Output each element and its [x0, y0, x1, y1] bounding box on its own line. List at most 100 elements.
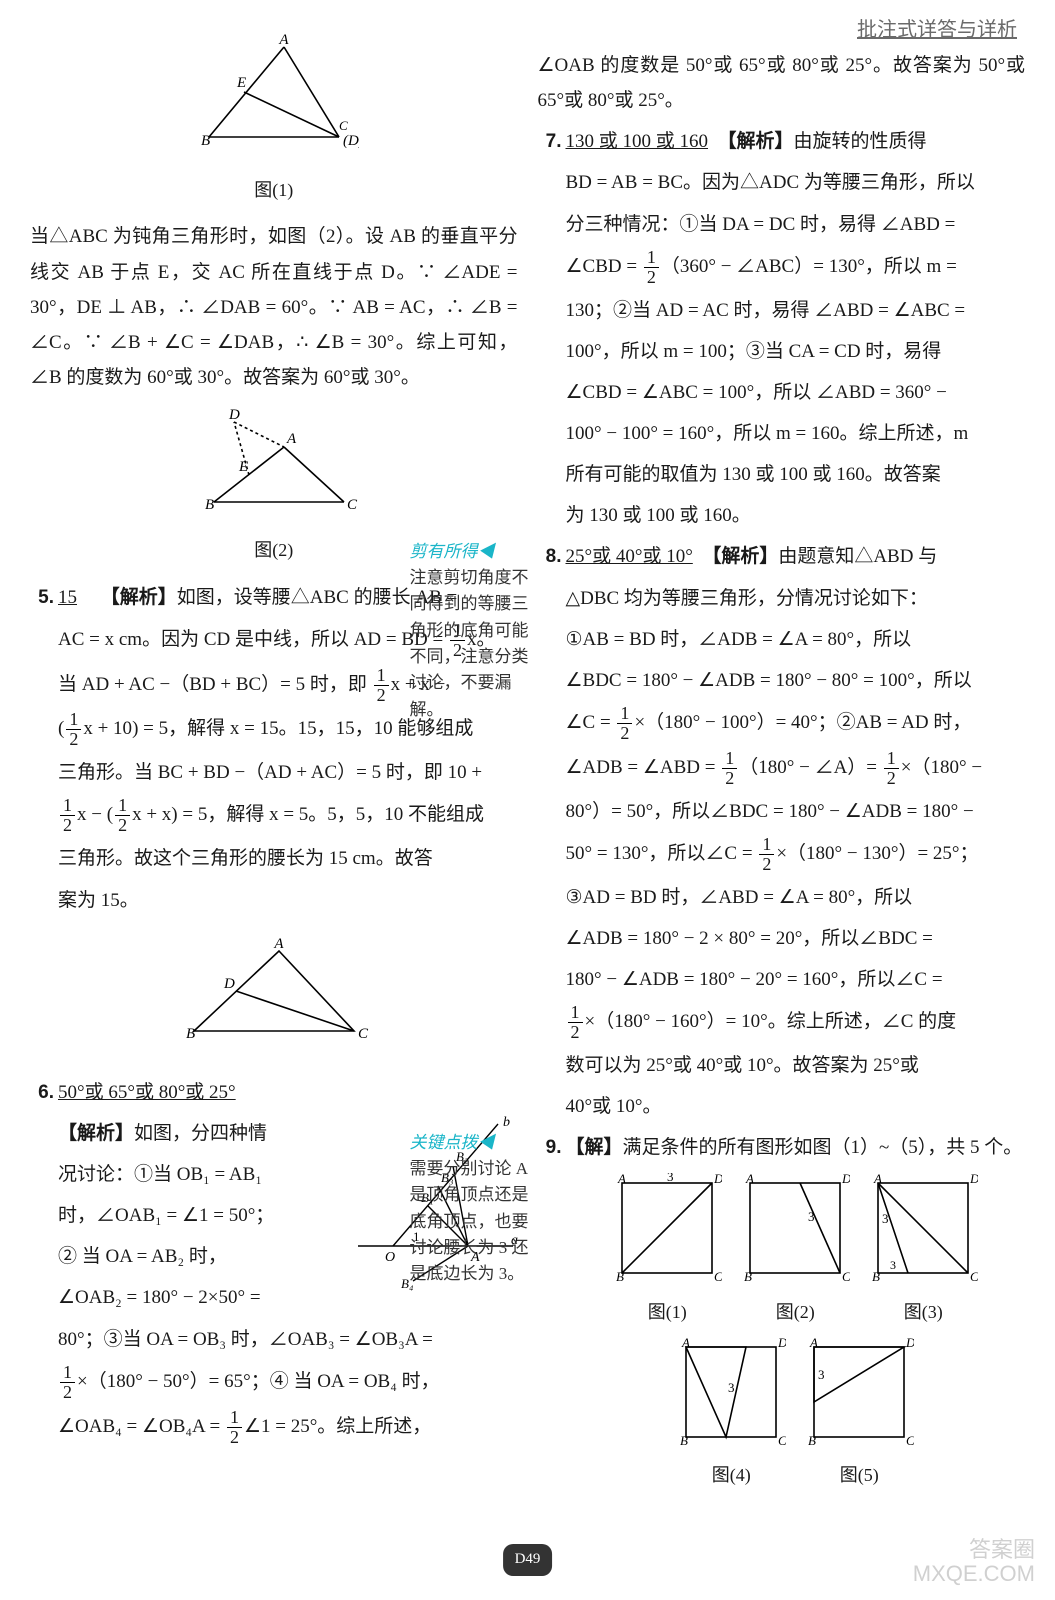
q5-l5: 三角形。当 BC + BD −（AD + AC）= 5 时，即 10 + — [58, 755, 518, 790]
svg-text:3: 3 — [818, 1367, 825, 1382]
q7-l2: BD = AB = BC。因为△ADC 为等腰三角形，所以 — [566, 165, 1026, 200]
frac-half-7: 12 — [227, 1408, 242, 1447]
q6-t5: ∠OAB₂ = 180° − 2×50° = — [58, 1280, 343, 1315]
q6-t3: 时，∠OAB₁ = ∠1 = 50°； — [58, 1198, 343, 1233]
q7-no: 7. — [538, 124, 566, 539]
frac-half-13: 12 — [568, 1003, 583, 1042]
q5-l6a: x − — [77, 804, 107, 825]
svg-text:C: C — [778, 1433, 786, 1447]
q6-t2: 况讨论：①当 OB₁ = AB₁ — [58, 1157, 343, 1192]
svg-text:b: b — [503, 1116, 510, 1130]
svg-text:D: D — [228, 407, 240, 423]
frac-half-8: 12 — [644, 248, 659, 287]
q7-l10: 为 130 或 100 或 160。 — [566, 498, 1026, 533]
q5-l6b: x + x — [132, 804, 171, 825]
svg-text:D: D — [223, 976, 235, 992]
svg-text:C: C — [970, 1269, 978, 1283]
frac-half-12: 12 — [759, 835, 774, 874]
page-footer-badge: D49 — [503, 1544, 553, 1576]
q8-l6a: ∠ADB = ∠ABD = — [566, 757, 721, 778]
svg-text:C: C — [358, 1026, 369, 1042]
svg-text:D: D — [777, 1337, 786, 1350]
svg-text:A: A — [278, 32, 289, 48]
question-8: 剪有所得◀ 注意剪切角度不同得到的等腰三角形的底角可能不同，注意分类讨论，不要漏… — [538, 539, 1026, 1130]
frac-half-9: 12 — [617, 704, 632, 743]
frac-half-11: 12 — [884, 749, 899, 788]
fig1-caption: 图(1) — [30, 174, 518, 207]
anno8-body: 注意剪切角度不同得到的等腰三角形的底角可能不同，注意分类讨论，不要漏解。 — [410, 565, 532, 723]
q9-fig4: A D 3 B C 图(4) — [676, 1337, 786, 1492]
q9-figures-row1: A 3 D B C 图(1) A D — [566, 1173, 1026, 1328]
q8-l13: 数可以为 25°或 40°或 10°。故答案为 25°或 — [566, 1048, 1026, 1083]
svg-text:3: 3 — [882, 1211, 889, 1226]
svg-text:E: E — [238, 459, 248, 475]
q6-answer: 50°或 65°或 80°或 25° — [58, 1082, 236, 1103]
q8-l5a: ∠C = — [566, 712, 616, 733]
q9-cap3: 图(3) — [868, 1296, 978, 1329]
anno9-body: 需要分别讨论 A 是顶角顶点还是底角顶点，也要讨论腰长为 3 还是底边长为 3。 — [410, 1156, 532, 1288]
q8-l6c: ×（180° − — [901, 757, 982, 778]
svg-text:3: 3 — [890, 1258, 896, 1272]
q5-l2a: AC = x cm。因为 CD 是中线，所以 AD = BD = — [58, 629, 448, 650]
q5-no: 5. — [30, 580, 58, 924]
svg-text:B: B — [201, 133, 210, 149]
q7-l1: 由旋转的性质得 — [794, 131, 927, 152]
q7-answer: 130 或 100 或 160 — [566, 131, 709, 152]
svg-text:A: A — [273, 936, 284, 952]
frac-half-10: 12 — [722, 749, 737, 788]
svg-text:D: D — [841, 1173, 850, 1186]
q8-l3: ①AB = BD 时，∠ADB = ∠A = 80°，所以 — [566, 622, 1026, 657]
q6-t4: ② 当 OA = AB₂ 时， — [58, 1239, 343, 1274]
question-9: 关键点拨◀ 需要分别讨论 A 是顶角顶点还是底角顶点，也要讨论腰长为 3 还是底… — [538, 1130, 1026, 1500]
figure-q5: A D B C — [30, 936, 518, 1063]
right-column: ∠OAB 的度数是 50°或 65°或 80°或 25°。故答案为 50°或 6… — [538, 20, 1026, 1500]
svg-text:3: 3 — [808, 1209, 815, 1224]
svg-text:C: C — [714, 1269, 722, 1283]
q9-figures-row2: A D 3 B C 图(4) A D — [566, 1337, 1026, 1492]
q6-t7: ×（180° − 50°）= 65°；④ 当 OA = OB₄ 时， — [77, 1371, 440, 1392]
q9-cap2: 图(2) — [740, 1296, 850, 1329]
question-7: 7. 130 或 100 或 160 【解析】由旋转的性质得 BD = AB =… — [538, 124, 1026, 539]
q8-l8b: ×（180° − 130°）= 25°； — [776, 843, 978, 864]
q9-cap1: 图(1) — [612, 1296, 722, 1329]
q5-l4a: x + 10 — [83, 718, 132, 739]
q7-l9: 所有可能的取值为 130 或 100 或 160。故答案 — [566, 457, 1026, 492]
q8-l10: ∠ADB = 180° − 2 × 80° = 20°，所以∠BDC = — [566, 921, 1026, 956]
svg-text:D: D — [713, 1173, 722, 1186]
svg-text:3: 3 — [667, 1173, 674, 1184]
frac-half-4: 12 — [60, 796, 75, 835]
q9-cap4: 图(4) — [676, 1459, 786, 1492]
svg-text:3: 3 — [728, 1380, 735, 1395]
q7-l6: 100°，所以 m = 100；③当 CA = CD 时，易得 — [566, 334, 1026, 369]
annotation-8: 剪有所得◀ 注意剪切角度不同得到的等腰三角形的底角可能不同，注意分类讨论，不要漏… — [410, 539, 532, 723]
svg-text:C: C — [347, 497, 358, 513]
q7-l5: 130；②当 AD = AC 时，易得 ∠ABD = ∠ABC = — [566, 293, 1026, 328]
svg-text:A: A — [809, 1337, 818, 1350]
watermark-1: 答案圈 — [969, 1537, 1035, 1562]
q8-l7: 80°）= 50°，所以∠BDC = 180° − ∠ADB = 180° − — [566, 794, 1026, 829]
q8-l4: ∠BDC = 180° − ∠ADB = 180° − 80° = 100°，所… — [566, 663, 1026, 698]
q6-t8a: ∠OAB₄ = ∠OB₄A = — [58, 1415, 225, 1436]
svg-text:D: D — [905, 1337, 914, 1350]
q5-answer: 15 — [58, 587, 77, 608]
q8-l5b: ×（180° − 100°）= 40°；②AB = AD 时， — [634, 712, 971, 733]
svg-text:E: E — [236, 75, 246, 91]
q5-l8: 案为 15。 — [58, 883, 518, 918]
right-top: ∠OAB 的度数是 50°或 65°或 80°或 25°。故答案为 50°或 6… — [538, 48, 1026, 118]
p-obtuse: 当△ABC 为钝角三角形时，如图（2）。设 AB 的垂直平分线交 AB 于点 E… — [30, 219, 518, 395]
q5-l7: 三角形。故这个三角形的腰长为 15 cm。故答 — [58, 841, 518, 876]
frac-half-5: 12 — [115, 796, 130, 835]
q5-l3a: 当 AD + AC −（BD + BC）= 5 时，即 — [58, 673, 372, 694]
svg-text:B: B — [616, 1269, 624, 1283]
svg-text:A: A — [873, 1173, 882, 1186]
q9-text: 满足条件的所有图形如图（1）~（5），共 5 个。 — [623, 1137, 1023, 1158]
watermark: 答案圈 MXQE.COM — [913, 1538, 1035, 1586]
q5-parse-label: 【解析】 — [101, 587, 177, 608]
q9-cap5: 图(5) — [804, 1459, 914, 1492]
svg-text:B: B — [744, 1269, 752, 1283]
q8-l1: 由题意知△ABD 与 — [778, 546, 937, 567]
q9-fig2: A D 3 B C 图(2) — [740, 1173, 850, 1328]
frac-half-2: 12 — [374, 666, 389, 705]
annotation-9: 关键点拨◀ 需要分别讨论 A 是顶角顶点还是底角顶点，也要讨论腰长为 3 还是底… — [410, 1130, 532, 1287]
anno8-title: 剪有所得◀ — [410, 542, 495, 561]
